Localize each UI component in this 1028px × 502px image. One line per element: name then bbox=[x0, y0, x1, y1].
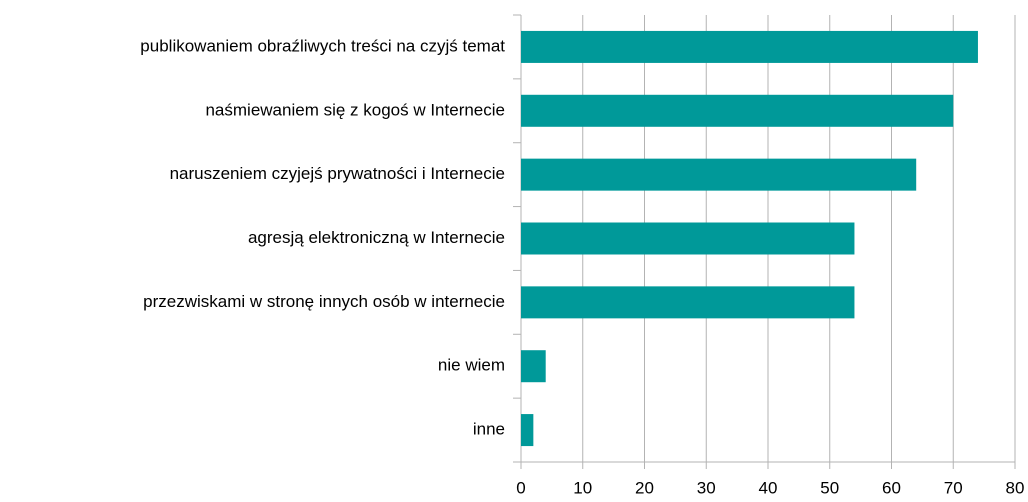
x-tick-label: 50 bbox=[820, 478, 839, 497]
x-tick-label: 20 bbox=[635, 478, 654, 497]
y-tick-label: nie wiem bbox=[438, 356, 505, 375]
y-tick-label: agresją elektroniczną w Internecie bbox=[248, 228, 505, 247]
y-tick-label: naruszeniem czyjejś prywatności i Intern… bbox=[170, 164, 505, 183]
x-tick-label: 70 bbox=[944, 478, 963, 497]
bar bbox=[521, 350, 546, 383]
x-tick-label: 80 bbox=[1006, 478, 1025, 497]
bar bbox=[521, 158, 917, 191]
bar bbox=[521, 94, 954, 127]
x-tick-label: 30 bbox=[697, 478, 716, 497]
y-tick-label: publikowaniem obraźliwych treści na czyj… bbox=[140, 36, 505, 55]
y-tick-label: przezwiskami w stronę innych osób w inte… bbox=[143, 292, 505, 311]
bar bbox=[521, 222, 855, 255]
x-tick-label: 40 bbox=[759, 478, 778, 497]
bar bbox=[521, 30, 978, 63]
y-tick-label: naśmiewaniem się z kogoś w Internecie bbox=[205, 100, 505, 119]
bar bbox=[521, 286, 855, 319]
x-tick-label: 60 bbox=[882, 478, 901, 497]
x-tick-label: 0 bbox=[516, 478, 525, 497]
bar bbox=[521, 414, 534, 447]
x-tick-label: 10 bbox=[573, 478, 592, 497]
y-tick-label: inne bbox=[473, 420, 505, 439]
